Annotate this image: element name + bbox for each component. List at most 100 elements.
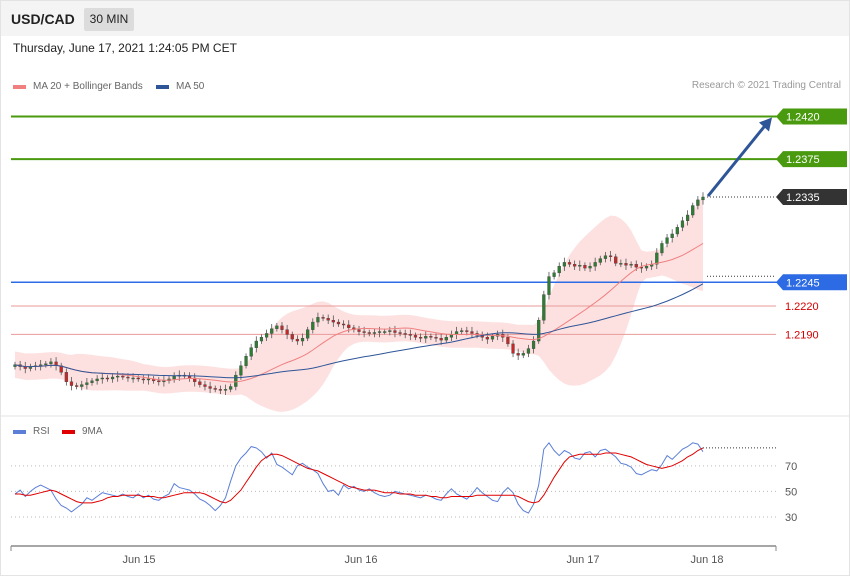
candle bbox=[460, 327, 464, 335]
moving-averages bbox=[14, 242, 704, 383]
candle bbox=[306, 326, 310, 342]
level-tag-text-1.2420: 1.2420 bbox=[786, 111, 820, 123]
candle bbox=[598, 255, 602, 266]
candle bbox=[157, 377, 161, 386]
candle bbox=[408, 329, 412, 341]
candle bbox=[100, 373, 104, 384]
candle bbox=[254, 336, 258, 353]
candle bbox=[424, 331, 428, 343]
candle bbox=[675, 224, 679, 237]
ma20-line bbox=[14, 242, 704, 383]
candle bbox=[567, 259, 572, 268]
legend-ma20-swatch bbox=[13, 84, 26, 89]
candle bbox=[680, 216, 685, 232]
rsi-tick-50: 50 bbox=[785, 486, 797, 498]
candle bbox=[44, 360, 48, 368]
candle bbox=[588, 262, 592, 272]
legend-ma50-swatch bbox=[156, 84, 169, 89]
level-tag-1.2335 bbox=[776, 189, 847, 206]
arrow-shaft bbox=[706, 123, 768, 197]
candle bbox=[264, 329, 269, 342]
candle bbox=[573, 260, 577, 270]
bollinger-band-area bbox=[15, 195, 703, 412]
legend-ma50: MA 50 bbox=[156, 81, 204, 92]
level-label-1.2220: 1.2220 bbox=[785, 301, 819, 313]
candle bbox=[213, 385, 217, 393]
candle bbox=[660, 240, 664, 256]
candle bbox=[608, 251, 613, 262]
candle bbox=[490, 333, 495, 342]
candle bbox=[341, 320, 346, 329]
level-tag-text-1.2335: 1.2335 bbox=[786, 192, 820, 204]
x-tick-label: Jun 15 bbox=[122, 554, 155, 566]
candle bbox=[516, 348, 520, 360]
candle bbox=[547, 271, 551, 300]
rsi-tick-30: 30 bbox=[785, 512, 797, 524]
candle bbox=[95, 375, 99, 385]
timestamp: Thursday, June 17, 2021 1:24:05 PM CET bbox=[13, 41, 237, 55]
candle bbox=[583, 262, 587, 271]
candle bbox=[326, 314, 330, 324]
level-label-1.2190: 1.2190 bbox=[785, 329, 819, 341]
candle bbox=[383, 328, 387, 335]
bollinger-bands bbox=[15, 195, 703, 412]
time-axis: Jun 15 Jun 16 Jun 17 Jun 18 bbox=[10, 545, 777, 566]
candle bbox=[290, 331, 294, 342]
x-tick-label: Jun 18 bbox=[690, 554, 723, 566]
candle bbox=[562, 257, 566, 271]
candle bbox=[393, 325, 397, 338]
candle bbox=[259, 334, 264, 344]
candle bbox=[223, 384, 228, 396]
candle bbox=[229, 383, 233, 393]
candle bbox=[511, 340, 515, 358]
timeframe-badge[interactable]: 30 MIN bbox=[84, 8, 134, 31]
candle bbox=[552, 269, 556, 280]
candle bbox=[331, 315, 335, 327]
candle bbox=[208, 381, 212, 394]
candle bbox=[593, 257, 597, 271]
candle bbox=[336, 319, 341, 327]
rsi-tick-70: 70 bbox=[785, 461, 797, 473]
candle bbox=[670, 229, 674, 243]
candle bbox=[357, 325, 361, 336]
target-arrow bbox=[706, 117, 772, 197]
legend-ma20-label: MA 20 + Bollinger Bands bbox=[33, 81, 143, 92]
candle bbox=[141, 375, 145, 384]
candle bbox=[198, 378, 202, 388]
candle bbox=[321, 314, 325, 322]
legend-ma50-label: MA 50 bbox=[176, 81, 205, 92]
candle bbox=[619, 259, 623, 268]
candle bbox=[105, 375, 110, 382]
candle bbox=[419, 333, 423, 342]
rsi-panel: 30 50 70 bbox=[11, 441, 797, 524]
candle bbox=[537, 317, 541, 344]
legend-9ma-label: 9MA bbox=[82, 426, 103, 437]
candle bbox=[203, 380, 207, 391]
candle bbox=[629, 261, 633, 269]
legend-ma20: MA 20 + Bollinger Bands bbox=[13, 81, 143, 92]
level-tag-1.2420 bbox=[776, 108, 847, 125]
legend-rsi-swatch bbox=[13, 429, 26, 434]
candle bbox=[295, 335, 299, 345]
candle bbox=[578, 260, 582, 271]
candle bbox=[90, 377, 94, 386]
candle bbox=[557, 262, 561, 277]
rsi-series-9ma bbox=[15, 447, 704, 504]
level-tag-text-1.2245: 1.2245 bbox=[786, 277, 820, 289]
rsi-series-rsi bbox=[14, 441, 704, 514]
candle bbox=[74, 382, 79, 390]
chart-header: USD/CAD 30 MIN bbox=[1, 1, 849, 36]
candle bbox=[49, 358, 53, 368]
arrow-head bbox=[759, 117, 772, 132]
candle bbox=[80, 380, 84, 391]
legend-9ma-swatch bbox=[62, 429, 75, 434]
candle bbox=[542, 290, 546, 324]
candlesticks bbox=[13, 192, 705, 396]
candle bbox=[434, 333, 438, 342]
candle bbox=[162, 376, 166, 387]
candle bbox=[655, 248, 659, 270]
candle bbox=[696, 196, 700, 210]
level-tag-text-1.2375: 1.2375 bbox=[786, 154, 820, 166]
candle bbox=[249, 343, 253, 360]
